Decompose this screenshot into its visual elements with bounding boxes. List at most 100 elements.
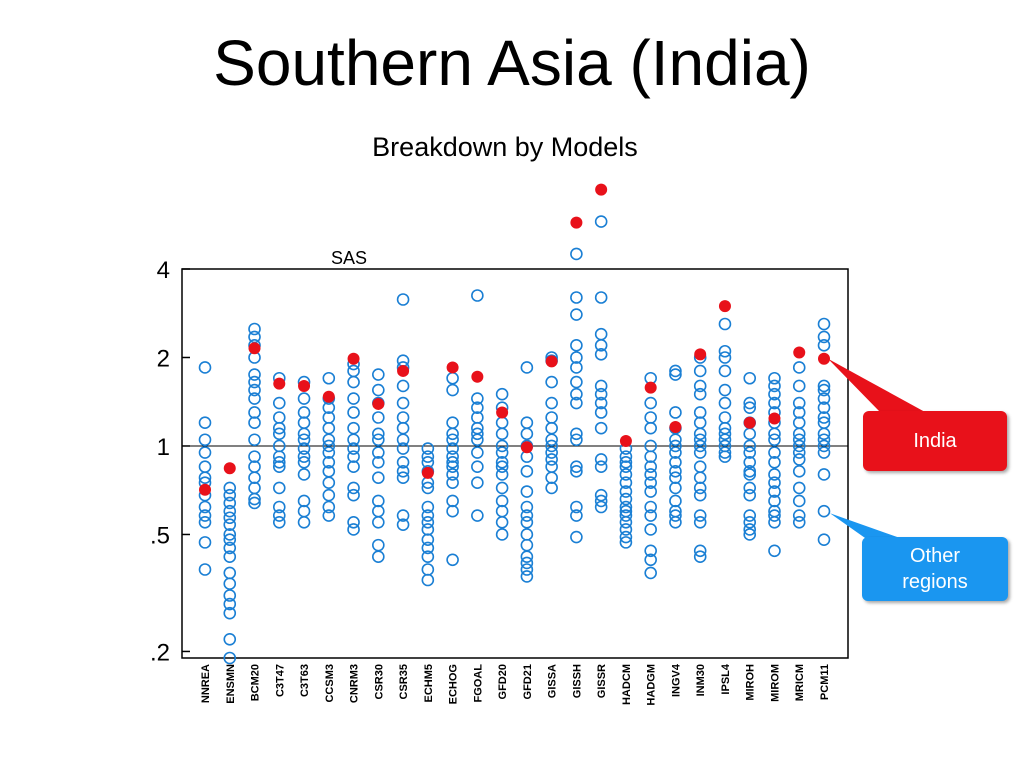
india-point (570, 216, 583, 229)
other-region-point (792, 446, 806, 459)
other-region-point (297, 450, 311, 463)
other-region-point (693, 427, 707, 441)
other-region-point (792, 427, 806, 441)
other-region-point (446, 383, 459, 397)
other-region-point (594, 500, 608, 514)
x-tick-label: GFD20 (497, 664, 509, 699)
other-region-point (570, 308, 583, 321)
india-callout: India (863, 411, 1007, 471)
other-region-point (520, 570, 534, 583)
x-tick-label: NNREA (200, 664, 212, 703)
india-point (768, 412, 781, 425)
y-tick-label: 1 (157, 434, 170, 461)
other-region-point (372, 383, 385, 397)
other-region-point (347, 481, 360, 495)
other-region-point (669, 509, 682, 522)
other-region-point (594, 494, 608, 508)
other-region-point (619, 485, 633, 498)
other-region-point (693, 471, 707, 485)
other-region-point (792, 433, 806, 447)
other-region-point (669, 456, 682, 469)
x-tick-label: MIROH (745, 664, 757, 701)
other-region-point (272, 481, 286, 495)
other-region-point (421, 442, 435, 455)
x-tick-label: BCM20 (250, 664, 262, 701)
other-region-point (471, 401, 484, 414)
other-region-point (520, 427, 534, 441)
other-region-point (644, 485, 657, 498)
other-region-point (718, 433, 732, 447)
other-region-point (594, 291, 608, 304)
other-region-point (718, 364, 732, 378)
other-region-point (545, 471, 558, 485)
india-point (520, 441, 533, 454)
other-region-point (272, 516, 286, 529)
other-region-point (619, 536, 633, 549)
other-region-point (223, 606, 237, 620)
other-region-point (446, 468, 459, 481)
other-region-point (545, 411, 558, 424)
other-region-point (619, 476, 633, 490)
x-tick-label: CSR30 (373, 664, 385, 699)
other-region-point (248, 471, 261, 485)
x-tick-label: CNRM3 (349, 664, 361, 703)
other-region-point (669, 364, 682, 378)
other-region-point (272, 450, 286, 463)
other-region-point (619, 450, 633, 463)
other-region-point (792, 396, 806, 410)
other-region-point (495, 481, 509, 495)
india-point (496, 406, 509, 419)
other-region-point (347, 392, 360, 405)
other-region-point (446, 442, 459, 455)
other-region-point (768, 387, 781, 401)
y-tick-label: .5 (150, 522, 170, 549)
other-region-point (198, 536, 212, 549)
x-tick-label: GISSH (571, 664, 583, 698)
other-region-point (594, 348, 608, 361)
other-region-point (272, 456, 286, 469)
other-region-point (718, 317, 732, 331)
other-region-point (223, 528, 237, 541)
india-point (372, 397, 385, 410)
other-region-point (223, 504, 237, 518)
other-region-point (421, 481, 435, 495)
other-region-point (619, 468, 633, 481)
other-region-point (545, 396, 558, 410)
other-region-point (570, 465, 583, 478)
other-region-point (396, 518, 410, 531)
other-region-point (619, 456, 633, 469)
india-point (347, 352, 360, 365)
other-region-point (570, 427, 583, 441)
other-region-point (619, 492, 633, 506)
x-tick-label: MIROM (769, 664, 781, 702)
other-region-point (594, 327, 608, 341)
other-region-point (644, 468, 657, 481)
other-region-point (693, 488, 707, 502)
other-region-point (322, 371, 336, 385)
other-region-point (520, 509, 534, 522)
other-region-point (570, 339, 583, 352)
other-region-point (520, 465, 534, 478)
other-region-point (198, 416, 212, 430)
other-region-point (817, 433, 831, 447)
india-point (471, 370, 484, 383)
other-region-point (272, 460, 286, 474)
other-region-point (198, 460, 212, 474)
other-region-point (520, 528, 534, 541)
other-region-point (471, 446, 484, 459)
other-region-point (669, 368, 682, 381)
other-region-point (693, 379, 707, 393)
india-point (818, 352, 830, 365)
india-point (223, 462, 236, 475)
other-region-point (669, 494, 682, 508)
other-region-point (594, 387, 608, 401)
other-region-point (421, 573, 435, 587)
other-region-point (248, 450, 261, 463)
other-region-point (471, 476, 484, 490)
other-region-point (446, 456, 459, 469)
india-point (793, 346, 806, 359)
other-region-point (372, 446, 385, 459)
other-region-point (372, 494, 385, 508)
other-region-point (372, 504, 385, 518)
other-region-point (223, 651, 237, 665)
